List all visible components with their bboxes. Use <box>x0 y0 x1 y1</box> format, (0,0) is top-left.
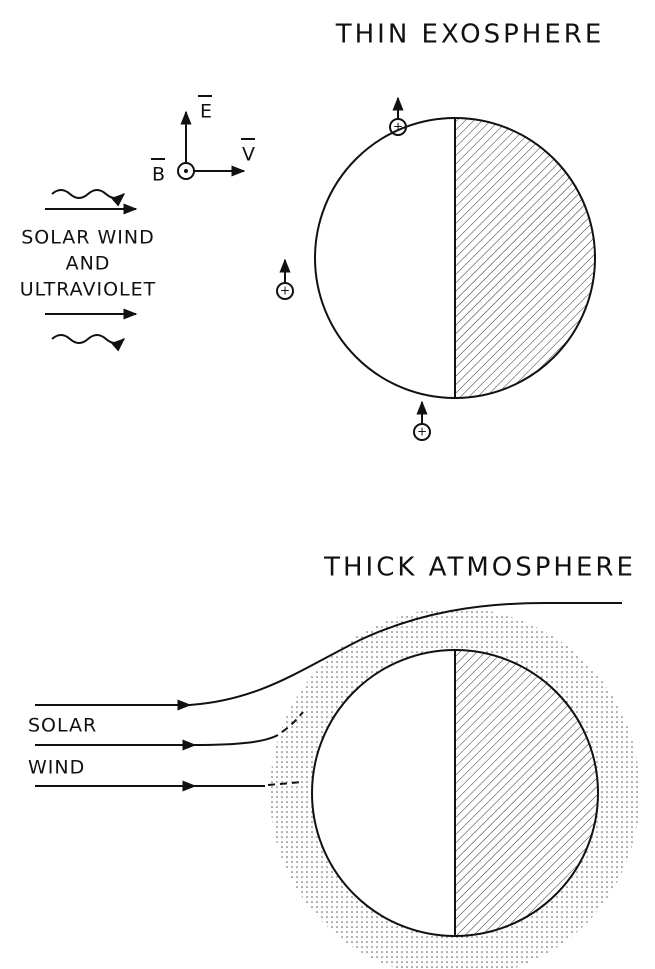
svg-text:+: + <box>393 120 403 134</box>
label: ULTRAVIOLET <box>20 279 156 301</box>
label: SOLAR <box>28 715 97 737</box>
planet <box>314 117 596 399</box>
incoming-arrows <box>45 189 138 352</box>
label: SOLAR WIND <box>21 227 155 249</box>
label: WIND <box>28 757 85 779</box>
vector-label: E <box>200 101 213 123</box>
flow-lines <box>35 602 622 792</box>
ions: + + + <box>276 96 431 441</box>
label: AND <box>66 253 111 275</box>
svg-text:+: + <box>417 425 427 439</box>
vector-label: B <box>152 164 166 186</box>
field-vectors <box>177 110 246 180</box>
planet <box>311 649 599 937</box>
vector-label: V <box>242 144 256 166</box>
panel-title: THICK ATMOSPHERE <box>323 553 636 583</box>
svg-text:+: + <box>280 284 290 298</box>
panel-title: THIN EXOSPHERE <box>335 20 605 50</box>
